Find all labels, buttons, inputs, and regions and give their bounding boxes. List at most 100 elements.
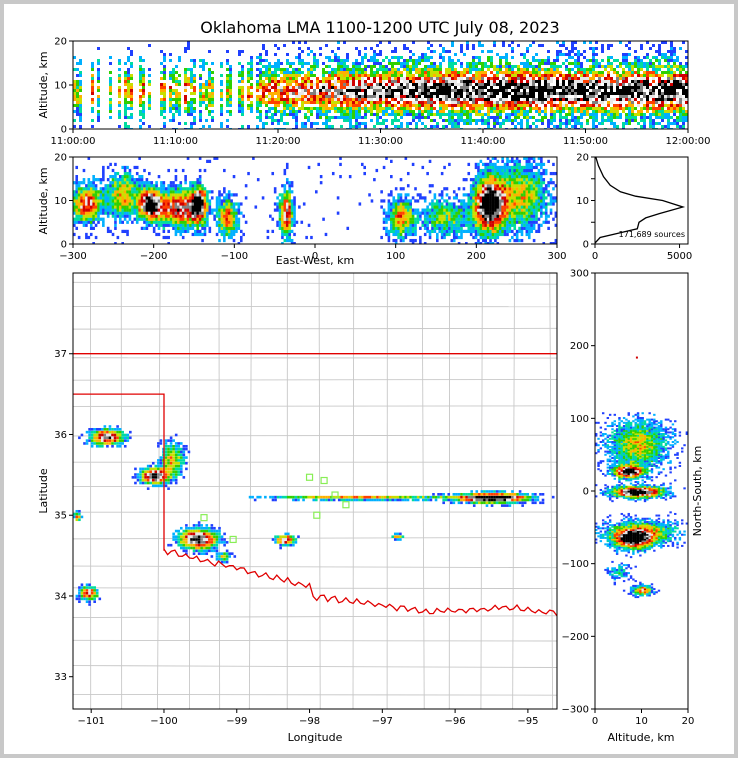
- density-cell: [394, 56, 397, 59]
- density-cell: [667, 86, 670, 89]
- density-cell: [421, 86, 424, 89]
- density-cell: [520, 68, 523, 71]
- density-cell: [215, 157, 219, 160]
- density-cell: [118, 184, 122, 188]
- density-cell: [529, 92, 532, 95]
- density-cell: [397, 95, 400, 98]
- density-cell: [162, 196, 166, 200]
- density-cell: [87, 187, 91, 191]
- density-cell: [187, 77, 190, 80]
- density-cell: [97, 110, 100, 113]
- density-cell: [406, 193, 410, 197]
- density-cell: [673, 113, 676, 116]
- density-cell: [454, 113, 457, 116]
- density-cell: [499, 71, 502, 74]
- density-cell: [265, 101, 268, 104]
- density-cell: [541, 116, 544, 119]
- density-cell: [150, 208, 154, 212]
- density-cell: [421, 83, 424, 86]
- density-cell: [535, 107, 538, 110]
- density-cell: [229, 92, 232, 95]
- density-cell: [187, 44, 190, 47]
- density-cell: [481, 116, 484, 119]
- density-cell: [391, 71, 394, 74]
- density-cell: [652, 80, 655, 83]
- density-cell: [628, 86, 631, 89]
- density-cell: [138, 205, 141, 209]
- density-cell: [478, 89, 481, 92]
- density-cell: [109, 175, 112, 179]
- density-cell: [121, 175, 124, 179]
- density-cell: [358, 50, 361, 53]
- density-cell: [211, 83, 214, 86]
- density-cell: [427, 68, 430, 71]
- density-cell: [490, 116, 493, 119]
- density-cell: [445, 211, 449, 215]
- density-cell: [523, 95, 526, 98]
- density-cell: [227, 202, 231, 206]
- density-cell: [256, 68, 259, 71]
- density-cell: [191, 214, 195, 218]
- density-cell: [167, 199, 170, 203]
- density-cell: [394, 238, 398, 243]
- density-cell: [559, 122, 562, 125]
- density-cell: [625, 86, 628, 89]
- density-cell: [220, 211, 224, 215]
- density-cell: [469, 104, 472, 107]
- density-cell: [416, 214, 420, 218]
- density-cell: [138, 199, 141, 203]
- density-cell: [616, 65, 619, 68]
- density-cell: [247, 125, 250, 128]
- density-cell: [589, 71, 592, 74]
- density-cell: [412, 95, 415, 98]
- density-cell: [607, 92, 610, 95]
- density-cell: [523, 101, 526, 104]
- density-cell: [285, 202, 289, 206]
- density-cell: [186, 211, 190, 215]
- density-cell: [97, 68, 100, 71]
- density-cell: [274, 98, 277, 101]
- density-cell: [385, 110, 388, 113]
- density-cell: [550, 89, 553, 92]
- density-cell: [643, 83, 646, 86]
- density-cell: [230, 214, 233, 218]
- density-cell: [220, 104, 223, 107]
- density-cell: [358, 95, 361, 98]
- density-cell: [625, 65, 628, 68]
- density-cell: [475, 92, 478, 95]
- density-cell: [457, 98, 460, 101]
- density-cell: [445, 223, 449, 227]
- density-cell: [346, 226, 350, 230]
- density-cell: [220, 205, 224, 209]
- density-cell: [230, 211, 233, 215]
- density-cell: [643, 107, 646, 110]
- density-cell: [322, 89, 325, 92]
- density-cell: [265, 104, 268, 107]
- density-cell: [373, 74, 376, 77]
- density-cell: [346, 71, 349, 74]
- density-cell: [223, 199, 226, 203]
- density-cell: [237, 220, 241, 224]
- density-cell: [304, 125, 307, 128]
- density-cell: [128, 211, 132, 215]
- density-cell: [490, 71, 493, 74]
- density-cell: [319, 113, 322, 116]
- density-cell: [450, 208, 454, 212]
- density-cell: [595, 92, 598, 95]
- density-cell: [265, 50, 268, 53]
- density-cell: [562, 122, 565, 125]
- density-cell: [598, 101, 601, 104]
- density-cell: [574, 74, 577, 77]
- density-cell: [676, 92, 679, 95]
- density-cell: [79, 110, 82, 113]
- density-cell: [109, 71, 112, 74]
- density-cell: [457, 199, 461, 203]
- density-cell: [634, 86, 637, 89]
- density-cell: [331, 116, 334, 119]
- density-cell: [601, 95, 604, 98]
- density-cell: [646, 56, 649, 59]
- density-cell: [349, 125, 352, 128]
- density-cell: [310, 71, 313, 74]
- density-cell: [646, 77, 649, 80]
